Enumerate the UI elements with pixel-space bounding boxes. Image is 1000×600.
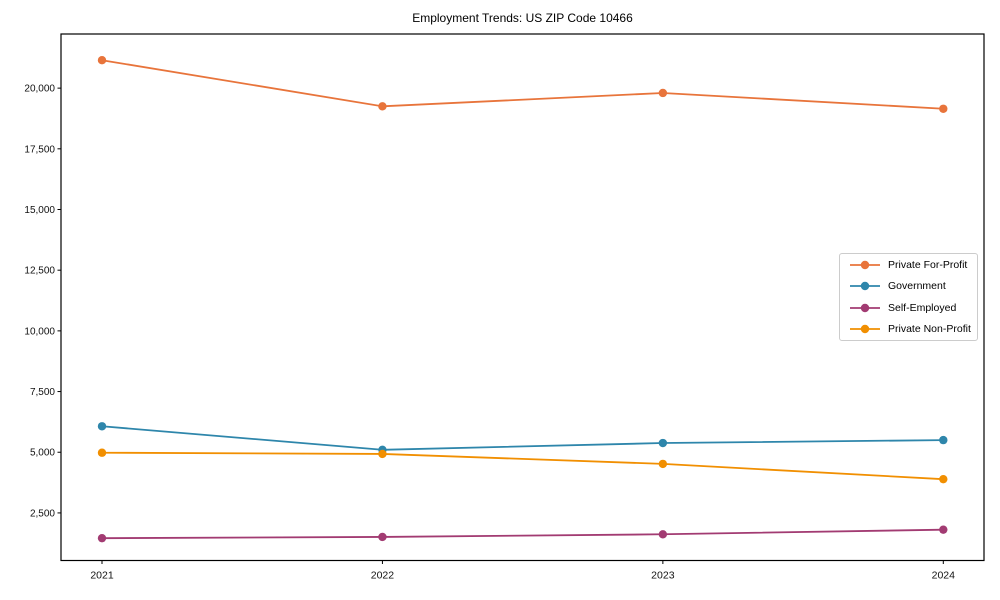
legend-line-marker-icon bbox=[850, 303, 880, 312]
legend-item-self-employed: Self-Employed bbox=[849, 297, 977, 319]
legend-label: Private For-Profit bbox=[888, 258, 968, 271]
y-tick-label: 17,500 bbox=[24, 144, 55, 155]
legend-line-marker-icon bbox=[850, 282, 880, 291]
chart-point-self-employed bbox=[658, 530, 668, 539]
x-tick-label: 2022 bbox=[371, 570, 395, 582]
y-tick-label: 7,500 bbox=[30, 387, 55, 398]
chart-line-private-non-profit bbox=[101, 451, 944, 481]
legend-line-marker-icon bbox=[850, 325, 880, 334]
chart-point-private-for-profit bbox=[378, 102, 387, 111]
chart-point-self-employed bbox=[939, 525, 948, 534]
chart-point-private-non-profit bbox=[658, 459, 668, 469]
legend-item-government: Government bbox=[849, 276, 977, 298]
y-tick-label: 15,000 bbox=[24, 205, 55, 216]
x-tick-label: 2024 bbox=[932, 570, 956, 582]
legend-dot bbox=[860, 260, 870, 269]
chart-line-private-for-profit bbox=[101, 59, 944, 110]
chart-point-government bbox=[658, 438, 668, 448]
legend-item-private-non-profit: Private Non-Profit bbox=[849, 319, 977, 341]
y-tick-label: 10,000 bbox=[24, 326, 55, 337]
chart-legend: Private For-Profit Government Self-Employe… bbox=[839, 253, 978, 341]
legend-dot bbox=[860, 325, 870, 334]
legend-label: Government bbox=[888, 280, 946, 292]
y-tick-label: 12,500 bbox=[24, 266, 55, 277]
chart-point-government bbox=[939, 435, 948, 445]
y-tick-label: 5,000 bbox=[30, 448, 55, 459]
chart-point-private-non-profit bbox=[97, 448, 107, 457]
x-tick-label: 2023 bbox=[651, 570, 675, 582]
chart-line-self-employed bbox=[101, 528, 944, 540]
chart-point-private-for-profit bbox=[939, 104, 948, 113]
chart-point-private-for-profit bbox=[658, 88, 668, 98]
chart-point-private-non-profit bbox=[378, 449, 387, 459]
chart-point-self-employed bbox=[97, 533, 107, 543]
legend-label: Private Non-Profit bbox=[888, 323, 971, 335]
chart-point-private-non-profit bbox=[939, 474, 948, 484]
legend-label: Self-Employed bbox=[888, 301, 957, 314]
chart-point-self-employed bbox=[378, 532, 387, 542]
plot-frame bbox=[60, 33, 985, 562]
legend-dot bbox=[860, 303, 870, 312]
legend-dot bbox=[860, 282, 870, 291]
legend-item-private-for-profit: Private For-Profit bbox=[849, 254, 977, 276]
y-tick-label: 2,500 bbox=[30, 508, 55, 519]
y-tick-label: 20,000 bbox=[24, 84, 55, 95]
chart-line-government bbox=[101, 425, 944, 451]
legend-line-marker-icon bbox=[850, 260, 880, 269]
chart-point-government bbox=[97, 422, 107, 431]
chart-title: Employment Trends: US ZIP Code 10466 bbox=[412, 11, 633, 25]
x-tick-label: 2021 bbox=[90, 570, 114, 582]
chart-point-private-for-profit bbox=[97, 56, 107, 65]
